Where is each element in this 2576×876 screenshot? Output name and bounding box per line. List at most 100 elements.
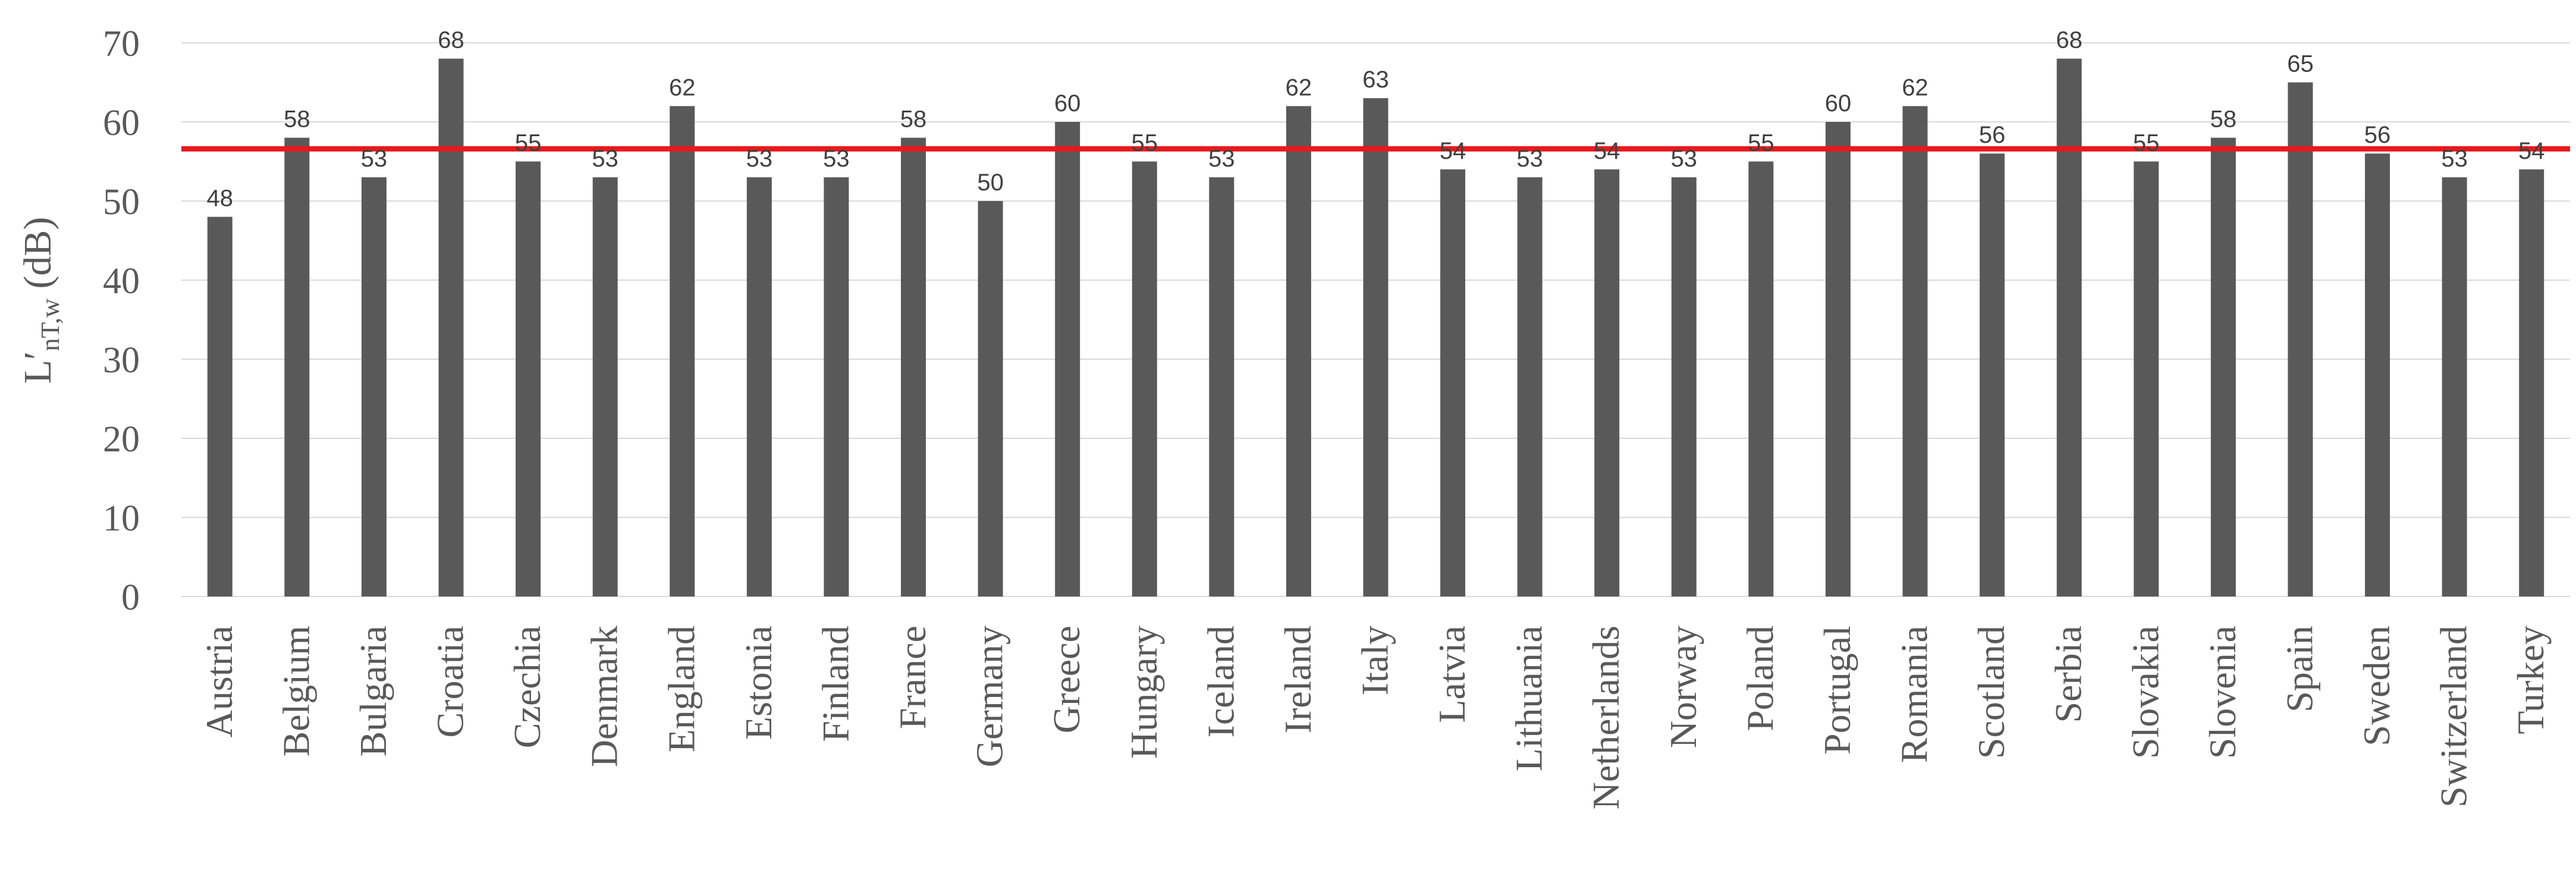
data-label: 58 <box>900 106 927 133</box>
bar-switzerland <box>2442 177 2467 597</box>
x-tick-label: Bulgaria <box>352 626 394 756</box>
x-tick-label: Denmark <box>583 626 626 767</box>
x-axis-ticks: Austria Belgium Bulgaria Croatia Czechia Denm… <box>198 626 2552 809</box>
y-tick-label: 0 <box>121 577 140 618</box>
x-tick-label: Serbia <box>2047 626 2090 723</box>
data-label: 53 <box>1671 146 1698 172</box>
bar-estonia <box>746 177 772 597</box>
data-label: 55 <box>1748 130 1774 156</box>
x-tick-label: Germany <box>969 626 1011 767</box>
bar-poland <box>1748 161 1774 596</box>
bar-denmark <box>592 177 618 597</box>
bar-england <box>670 106 695 596</box>
bars <box>207 58 2544 597</box>
data-label: 55 <box>2133 130 2160 156</box>
x-tick-label: Spain <box>2278 626 2320 712</box>
x-tick-label: Austria <box>198 626 240 737</box>
y-tick-label: 50 <box>103 182 140 222</box>
bar-czechia <box>516 161 541 596</box>
data-label: 53 <box>1208 146 1235 172</box>
x-tick-label: Switzerland <box>2433 626 2475 808</box>
bar-germany <box>978 201 1003 596</box>
x-tick-label: Norway <box>1662 626 1704 748</box>
data-label: 48 <box>207 186 234 212</box>
data-label: 53 <box>746 146 773 172</box>
bar-bulgaria <box>361 177 387 597</box>
x-tick-label: Netherlands <box>1585 626 1627 809</box>
x-tick-label: Latvia <box>1431 626 1473 723</box>
bar-portugal <box>1825 122 1851 596</box>
data-label: 65 <box>2287 51 2314 77</box>
bar-serbia <box>2056 58 2082 597</box>
x-tick-label: Hungary <box>1123 626 1165 759</box>
bar-italy <box>1363 98 1388 597</box>
bar-hungary <box>1132 161 1157 596</box>
data-label: 68 <box>438 27 464 54</box>
y-tick-label: 20 <box>103 419 140 460</box>
data-label: 55 <box>1132 130 1158 156</box>
y-axis-ticks: 0 10 20 30 40 50 60 70 <box>103 24 140 618</box>
x-tick-label: Turkey <box>2509 626 2552 734</box>
y-tick-label: 60 <box>103 103 140 143</box>
data-label: 68 <box>2056 27 2082 54</box>
data-labels: 48 58 53 68 55 53 62 53 53 58 50 60 55 53 62 63 54 53 54 53… <box>207 27 2545 212</box>
bar-scotland <box>1980 153 2005 596</box>
bar-slovenia <box>2210 137 2236 597</box>
x-tick-label: Estonia <box>737 626 780 740</box>
data-label: 54 <box>1440 138 1466 164</box>
x-tick-label: England <box>660 626 702 752</box>
data-label: 53 <box>823 146 850 172</box>
x-tick-label: Czechia <box>506 626 548 748</box>
data-label: 62 <box>1286 74 1312 101</box>
x-tick-label: Portugal <box>1816 626 1858 755</box>
x-tick-label: France <box>891 626 934 729</box>
y-axis-title: L′nT,w (dB) <box>16 217 65 384</box>
data-label: 50 <box>977 169 1004 196</box>
x-tick-label: Poland <box>1739 626 1781 731</box>
y-tick-label: 30 <box>103 340 140 381</box>
data-label: 54 <box>1594 138 1620 164</box>
bar-norway <box>1671 177 1697 597</box>
bar-sweden <box>2365 153 2390 596</box>
x-tick-label: Finland <box>814 626 856 742</box>
x-tick-label: Romania <box>1893 626 1936 763</box>
x-tick-label: Belgium <box>275 626 317 756</box>
bar-belgium <box>284 137 310 597</box>
bar-slovakia <box>2134 161 2159 596</box>
x-tick-label: Greece <box>1045 626 1088 733</box>
data-label: 60 <box>1054 90 1081 117</box>
data-label: 55 <box>515 130 542 156</box>
x-tick-label: Croatia <box>429 626 472 737</box>
bar-netherlands <box>1594 169 1620 596</box>
bar-ireland <box>1286 106 1311 596</box>
y-tick-label: 10 <box>103 498 140 539</box>
bar-croatia <box>438 58 464 597</box>
y-tick-label: 40 <box>103 261 140 302</box>
bar-spain <box>2288 82 2313 596</box>
x-tick-label: Slovakia <box>2124 626 2166 759</box>
bar-latvia <box>1440 169 1466 596</box>
x-tick-label: Italy <box>1354 626 1396 695</box>
x-tick-label: Slovenia <box>2201 626 2244 759</box>
x-tick-label: Sweden <box>2355 626 2398 746</box>
data-label: 54 <box>2518 138 2545 164</box>
data-label: 58 <box>2210 106 2237 133</box>
bar-romania <box>1902 106 1928 596</box>
x-tick-label: Scotland <box>1970 626 2012 759</box>
bar-iceland <box>1209 177 1234 597</box>
data-label: 56 <box>2364 122 2391 148</box>
x-tick-label: Iceland <box>1199 626 1242 737</box>
bar-turkey <box>2519 169 2544 596</box>
x-tick-label: Lithuania <box>1508 626 1550 771</box>
data-label: 58 <box>284 106 310 133</box>
data-label: 56 <box>1979 122 2006 148</box>
data-label: 53 <box>592 146 618 172</box>
data-label: 53 <box>2441 146 2468 172</box>
bar-finland <box>824 177 849 597</box>
data-label: 62 <box>1902 74 1928 101</box>
bar-lithuania <box>1517 177 1543 597</box>
y-tick-label: 70 <box>103 24 140 64</box>
x-tick-label: Ireland <box>1277 626 1319 733</box>
